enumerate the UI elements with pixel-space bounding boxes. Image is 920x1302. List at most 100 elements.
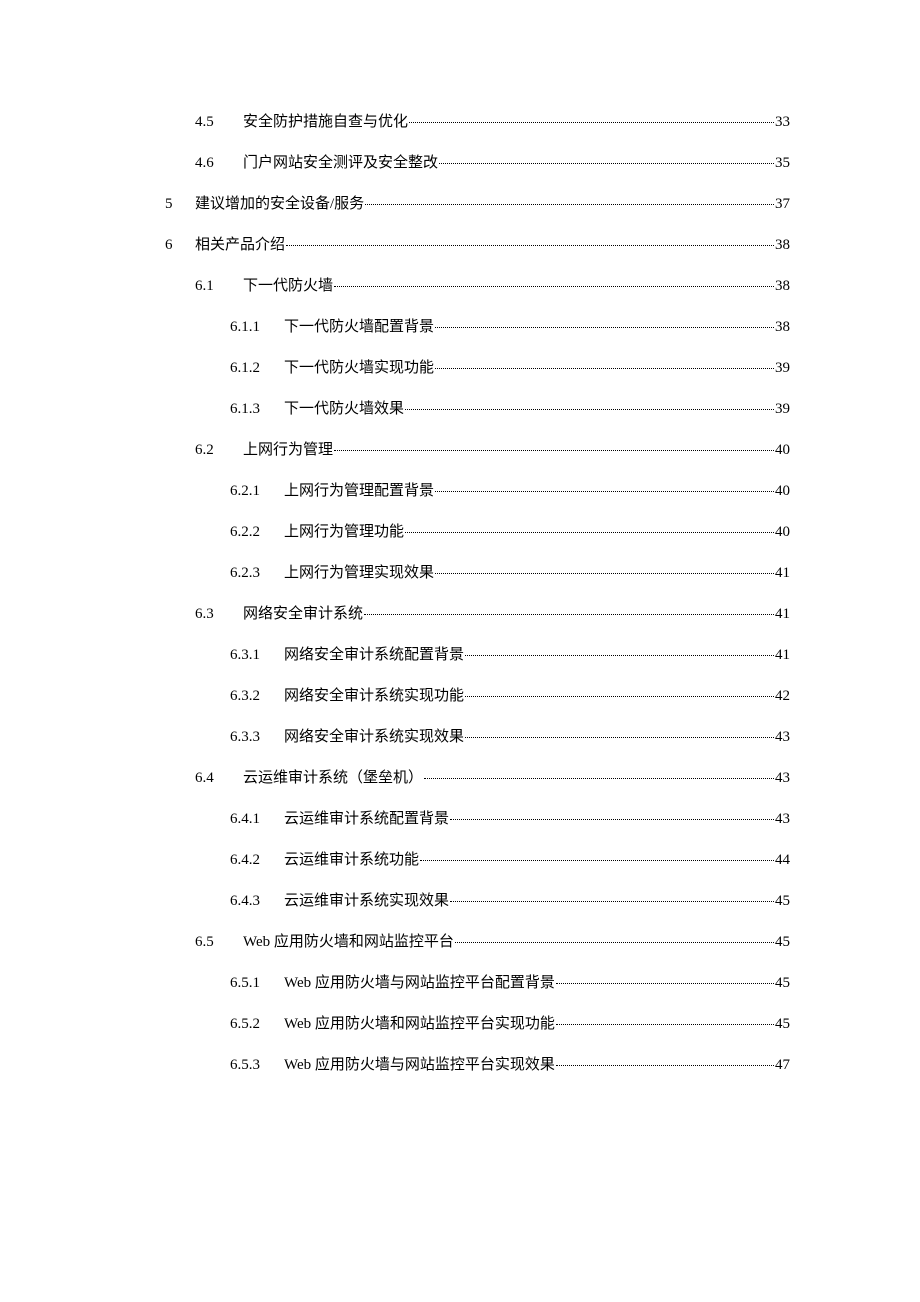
toc-leader-dots: [435, 491, 774, 492]
toc-title: Web 应用防火墙与网站监控平台配置背景: [284, 971, 555, 992]
toc-page-number: 39: [775, 360, 790, 377]
toc-page-number: 45: [775, 934, 790, 951]
toc-leader-dots: [465, 737, 774, 738]
toc-page-number: 44: [775, 852, 790, 869]
toc-entry: 6.2.3上网行为管理实现效果 41: [230, 561, 790, 582]
toc-entry: 6.2上网行为管理40: [195, 438, 790, 459]
toc-leader-dots: [435, 573, 774, 574]
toc-title: 云运维审计系统功能: [284, 848, 419, 869]
toc-leader-dots: [450, 819, 774, 820]
toc-page-number: 39: [775, 401, 790, 418]
toc-title: 云运维审计系统（堡垒机）: [243, 766, 423, 787]
toc-number: 6.3.2: [230, 688, 284, 705]
toc-number: 6.3: [195, 606, 243, 623]
toc-entry: 6.3.3网络安全审计系统实现效果 43: [230, 725, 790, 746]
toc-number: 6.2.3: [230, 565, 284, 582]
toc-title: 建议增加的安全设备/服务: [195, 192, 364, 213]
toc-leader-dots: [556, 1024, 774, 1025]
toc-leader-dots: [286, 245, 774, 246]
toc-title: 上网行为管理实现效果: [284, 561, 434, 582]
toc-title: Web 应用防火墙和网站监控平台: [243, 930, 454, 951]
toc-page-number: 41: [775, 647, 790, 664]
toc-page-number: 38: [775, 237, 790, 254]
toc-number: 5: [165, 196, 195, 213]
toc-entry: 4.6门户网站安全测评及安全整改 35: [195, 151, 790, 172]
toc-title: 网络安全审计系统实现效果: [284, 725, 464, 746]
toc-number: 6.1.2: [230, 360, 284, 377]
toc-page-number: 41: [775, 565, 790, 582]
toc-title: Web 应用防火墙与网站监控平台实现效果: [284, 1053, 555, 1074]
toc-title: 云运维审计系统实现效果: [284, 889, 449, 910]
toc-number: 6.1: [195, 278, 243, 295]
toc-page-number: 47: [775, 1057, 790, 1074]
toc-number: 6.4.3: [230, 893, 284, 910]
toc-page-number: 41: [775, 606, 790, 623]
toc-number: 6.4.1: [230, 811, 284, 828]
toc-number: 6.5: [195, 934, 243, 951]
toc-title: 下一代防火墙实现功能: [284, 356, 434, 377]
toc-title: 安全防护措施自查与优化: [243, 110, 408, 131]
toc-entry: 6.5.2Web 应用防火墙和网站监控平台实现功能 45: [230, 1012, 790, 1033]
toc-entry: 6.4.3云运维审计系统实现效果 45: [230, 889, 790, 910]
toc-leader-dots: [334, 450, 774, 451]
toc-number: 6.1.1: [230, 319, 284, 336]
toc-title: 下一代防火墙效果: [284, 397, 404, 418]
toc-page-number: 45: [775, 1016, 790, 1033]
toc-page-number: 33: [775, 114, 790, 131]
toc-entry: 6.3网络安全审计系统41: [195, 602, 790, 623]
toc-leader-dots: [435, 368, 774, 369]
toc-page-number: 35: [775, 155, 790, 172]
toc-page-number: 43: [775, 729, 790, 746]
toc-title: 下一代防火墙配置背景: [284, 315, 434, 336]
toc-entry: 6.2.2上网行为管理功能40: [230, 520, 790, 541]
toc-number: 4.5: [195, 114, 243, 131]
toc-entry: 5建议增加的安全设备/服务 37: [165, 192, 790, 213]
toc-entry: 6.4.2云运维审计系统功能44: [230, 848, 790, 869]
toc-title: 门户网站安全测评及安全整改: [243, 151, 438, 172]
toc-number: 4.6: [195, 155, 243, 172]
toc-page-number: 43: [775, 770, 790, 787]
toc-leader-dots: [420, 860, 774, 861]
toc-leader-dots: [439, 163, 774, 164]
toc-entry: 6.3.1网络安全审计系统配置背景41: [230, 643, 790, 664]
toc-leader-dots: [424, 778, 774, 779]
toc-number: 6.2.2: [230, 524, 284, 541]
toc-page-number: 42: [775, 688, 790, 705]
toc-title: 网络安全审计系统实现功能: [284, 684, 464, 705]
toc-entry: 6.5.3Web 应用防火墙与网站监控平台实现效果 47: [230, 1053, 790, 1074]
toc-entry: 6.1.3下一代防火墙效果39: [230, 397, 790, 418]
toc-number: 6.5.1: [230, 975, 284, 992]
toc-leader-dots: [455, 942, 774, 943]
toc-number: 6.4: [195, 770, 243, 787]
toc-page-number: 45: [775, 975, 790, 992]
toc-title: 上网行为管理功能: [284, 520, 404, 541]
toc-page-number: 40: [775, 442, 790, 459]
toc-entry: 6.1下一代防火墙38: [195, 274, 790, 295]
toc-entry: 4.5安全防护措施自查与优化 33: [195, 110, 790, 131]
toc-title: Web 应用防火墙和网站监控平台实现功能: [284, 1012, 555, 1033]
toc-entry: 6.2.1上网行为管理配置背景40: [230, 479, 790, 500]
toc-entry: 6.4云运维审计系统（堡垒机） 43: [195, 766, 790, 787]
toc-number: 6.2: [195, 442, 243, 459]
toc-leader-dots: [465, 655, 774, 656]
toc-leader-dots: [365, 204, 774, 205]
toc-leader-dots: [334, 286, 774, 287]
toc-leader-dots: [405, 532, 774, 533]
toc-leader-dots: [435, 327, 774, 328]
toc-entry: 6.3.2网络安全审计系统实现功能 42: [230, 684, 790, 705]
toc-page-number: 43: [775, 811, 790, 828]
toc-title: 网络安全审计系统配置背景: [284, 643, 464, 664]
toc-page-number: 38: [775, 278, 790, 295]
toc-entry: 6.1.2下一代防火墙实现功能 39: [230, 356, 790, 377]
toc-entry: 6相关产品介绍38: [165, 233, 790, 254]
toc-leader-dots: [465, 696, 774, 697]
toc-title: 云运维审计系统配置背景: [284, 807, 449, 828]
table-of-contents: 4.5安全防护措施自查与优化 33 4.6门户网站安全测评及安全整改 35 5建议增加的…: [165, 110, 790, 1074]
toc-page-number: 45: [775, 893, 790, 910]
toc-entry: 6.4.1云运维审计系统配置背景 43: [230, 807, 790, 828]
toc-title: 上网行为管理配置背景: [284, 479, 434, 500]
toc-number: 6.3.3: [230, 729, 284, 746]
toc-entry: 6.1.1下一代防火墙配置背景 38: [230, 315, 790, 336]
toc-entry: 6.5.1Web 应用防火墙与网站监控平台配置背景 45: [230, 971, 790, 992]
toc-page-number: 38: [775, 319, 790, 336]
